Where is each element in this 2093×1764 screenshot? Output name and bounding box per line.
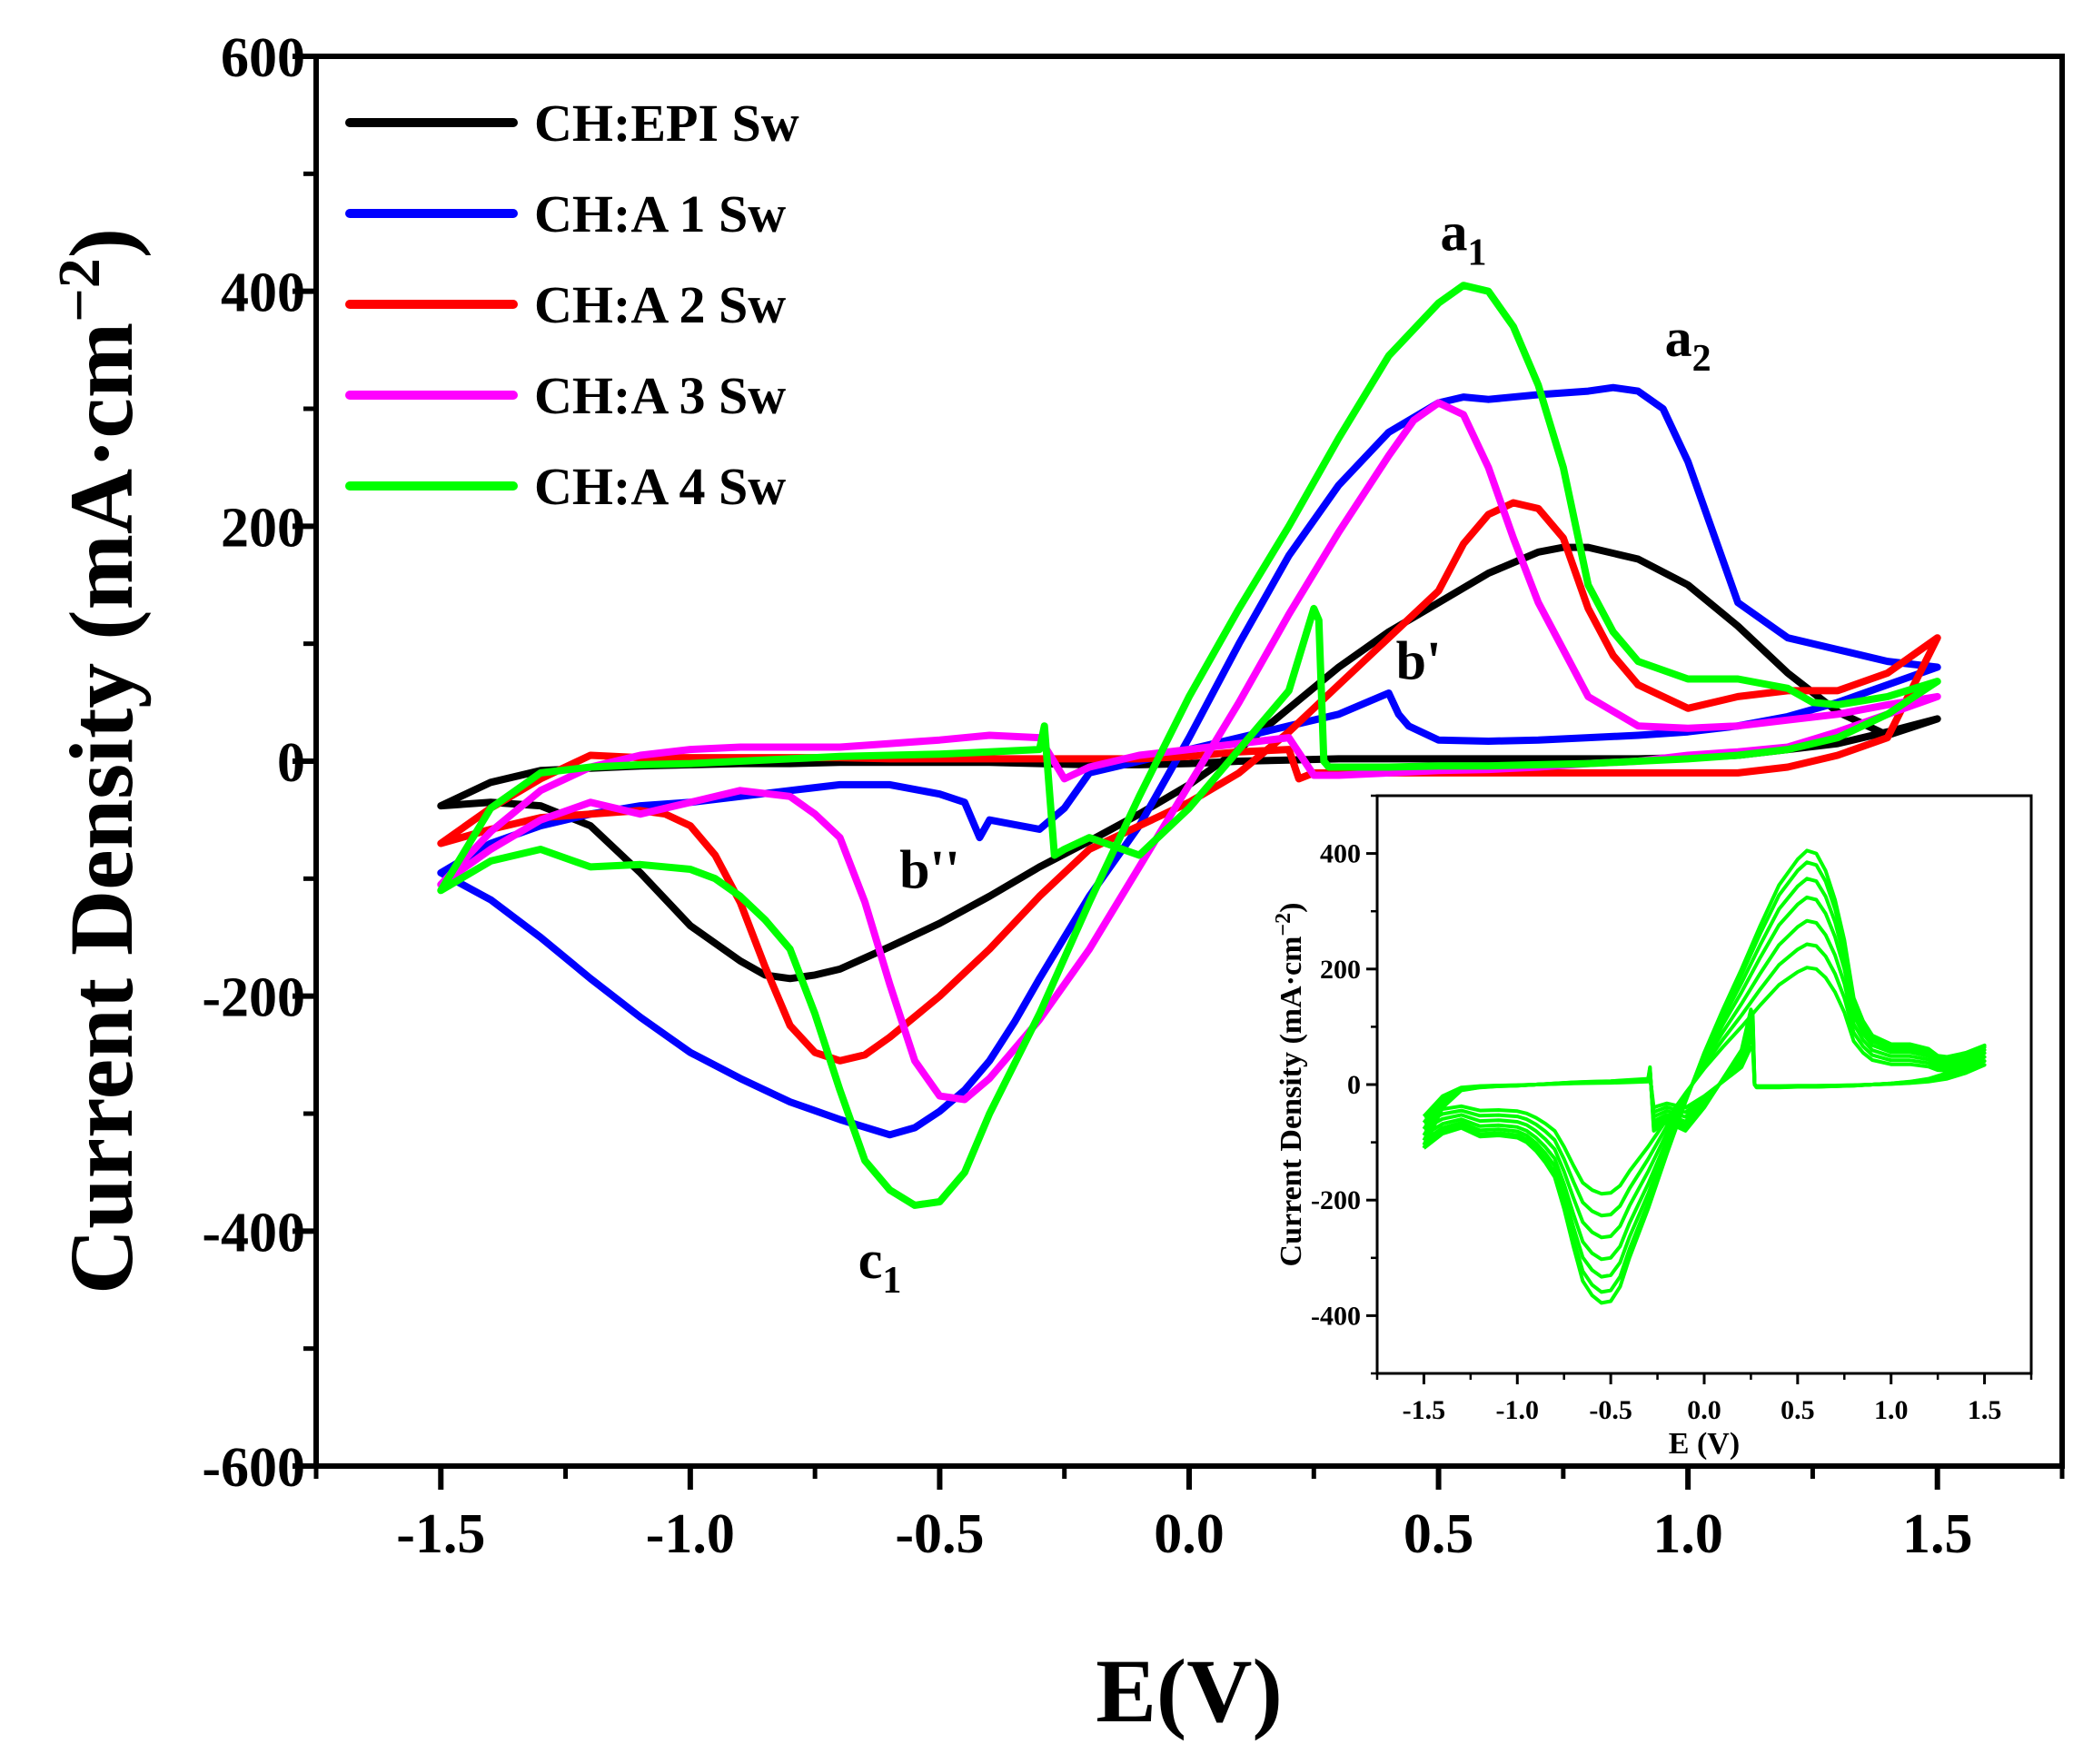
- annotation-a1: a1: [1441, 202, 1487, 273]
- annotation-subscript: 1: [882, 1260, 901, 1302]
- main-series: [437, 282, 1941, 1209]
- y-tick-label: -400: [202, 1202, 305, 1264]
- inset-x-tick-label: 0.0: [1687, 1395, 1721, 1425]
- inset-y-axis-title: Current Density (mA·cm−2): [1272, 903, 1308, 1267]
- inset-x-tick-label: 1.0: [1874, 1395, 1909, 1425]
- inset-y-axis-title-main: Current Density (mA·cm: [1275, 937, 1308, 1267]
- series-line-ch-a-4-sw: [437, 282, 1941, 1209]
- y-tick-label: -600: [202, 1437, 305, 1499]
- inset-y-axis-title-close: ): [1275, 903, 1308, 913]
- inset-x-tick-label: 0.5: [1781, 1395, 1815, 1425]
- legend-label: CH:A 4 Sw: [534, 457, 786, 516]
- series-line-ch-a-3-sw: [437, 399, 1941, 1104]
- y-tick-label: 600: [221, 27, 305, 89]
- annotation-subscript: 1: [1468, 232, 1487, 273]
- y-tick-label: 0: [277, 732, 305, 794]
- annotation-c1: c1: [858, 1230, 902, 1302]
- annotation-base: a: [1441, 202, 1468, 262]
- inset-ticks: [1366, 794, 2033, 1384]
- x-tick-label: -1.0: [646, 1503, 735, 1565]
- series-line-ch-a-1-sw: [437, 383, 1941, 1139]
- inset-series: [1422, 848, 1987, 1305]
- inset-y-tick-label: 0: [1347, 1070, 1361, 1100]
- legend-label: CH:A 2 Sw: [534, 275, 786, 334]
- inset-chart: -1.5 -1.0 -0.5 0.0 0.5 1.0 1.5-400-2000200400 …: [1272, 794, 2033, 1461]
- series-line-ch-a-2-sw: [437, 499, 1941, 1065]
- y-axis-title: Current Density (mA·cm−2): [46, 228, 152, 1294]
- legend-label: CH:A 3 Sw: [534, 366, 786, 425]
- x-tick-label: -0.5: [895, 1503, 984, 1565]
- x-tick-label: -1.5: [396, 1503, 485, 1565]
- inset-y-tick-label: -200: [1311, 1185, 1361, 1215]
- y-axis-title-close: ): [51, 228, 152, 258]
- main-ticks: [293, 54, 2065, 1490]
- y-axis-title-sup: −2: [46, 258, 113, 322]
- legend-label: CH:EPI Sw: [534, 94, 799, 153]
- x-axis-title: E(V): [1096, 1640, 1283, 1741]
- x-tick-label: 0.5: [1404, 1503, 1474, 1565]
- inset-y-tick-label: 200: [1320, 955, 1361, 985]
- inset-y-axis-title-sup: −2: [1272, 913, 1295, 937]
- inset-x-axis-title: E (V): [1669, 1427, 1740, 1461]
- annotation-a2: a2: [1665, 308, 1711, 380]
- inset-cycle-line: [1422, 848, 1987, 1305]
- annotation-b-prime: b': [1396, 630, 1442, 690]
- annotation-subscript: 2: [1692, 338, 1711, 380]
- annotation-base: c: [858, 1230, 883, 1290]
- annotation-base: a: [1665, 308, 1692, 368]
- y-axis-title-main: Current Density (mA·cm: [51, 322, 152, 1294]
- y-tick-label: -200: [202, 967, 305, 1029]
- inset-y-tick-label: 400: [1320, 839, 1361, 869]
- inset-y-tick-label: -400: [1311, 1301, 1361, 1331]
- legend-label: CH:A 1 Sw: [534, 184, 786, 243]
- annotation-b-double-prime: b'': [899, 840, 960, 900]
- inset-x-tick-label: -1.5: [1403, 1395, 1446, 1425]
- legend: CH:EPI Sw CH:A 1 Sw CH:A 2 Sw CH:A 3 Sw CH:A…: [345, 94, 799, 516]
- main-tick-labels: -1.5 -1.0 -0.5 0.0 0.5 1.0 1.5-600-400-2000200…: [202, 27, 1972, 1565]
- x-tick-label: 1.0: [1652, 1503, 1723, 1565]
- inset-x-tick-label: -0.5: [1589, 1395, 1632, 1425]
- main-chart: -1.5 -1.0 -0.5 0.0 0.5 1.0 1.5-600-400-2000200…: [46, 27, 2065, 1741]
- inset-x-tick-label: 1.5: [1968, 1395, 2002, 1425]
- inset-x-tick-label: -1.0: [1496, 1395, 1540, 1425]
- inset-tick-labels: -1.5 -1.0 -0.5 0.0 0.5 1.0 1.5 -400 -200 0 200 400: [1311, 839, 2001, 1425]
- y-tick-label: 200: [221, 497, 305, 559]
- x-tick-label: 1.5: [1902, 1503, 1973, 1565]
- y-tick-label: 400: [221, 263, 305, 324]
- x-tick-label: 0.0: [1154, 1503, 1225, 1565]
